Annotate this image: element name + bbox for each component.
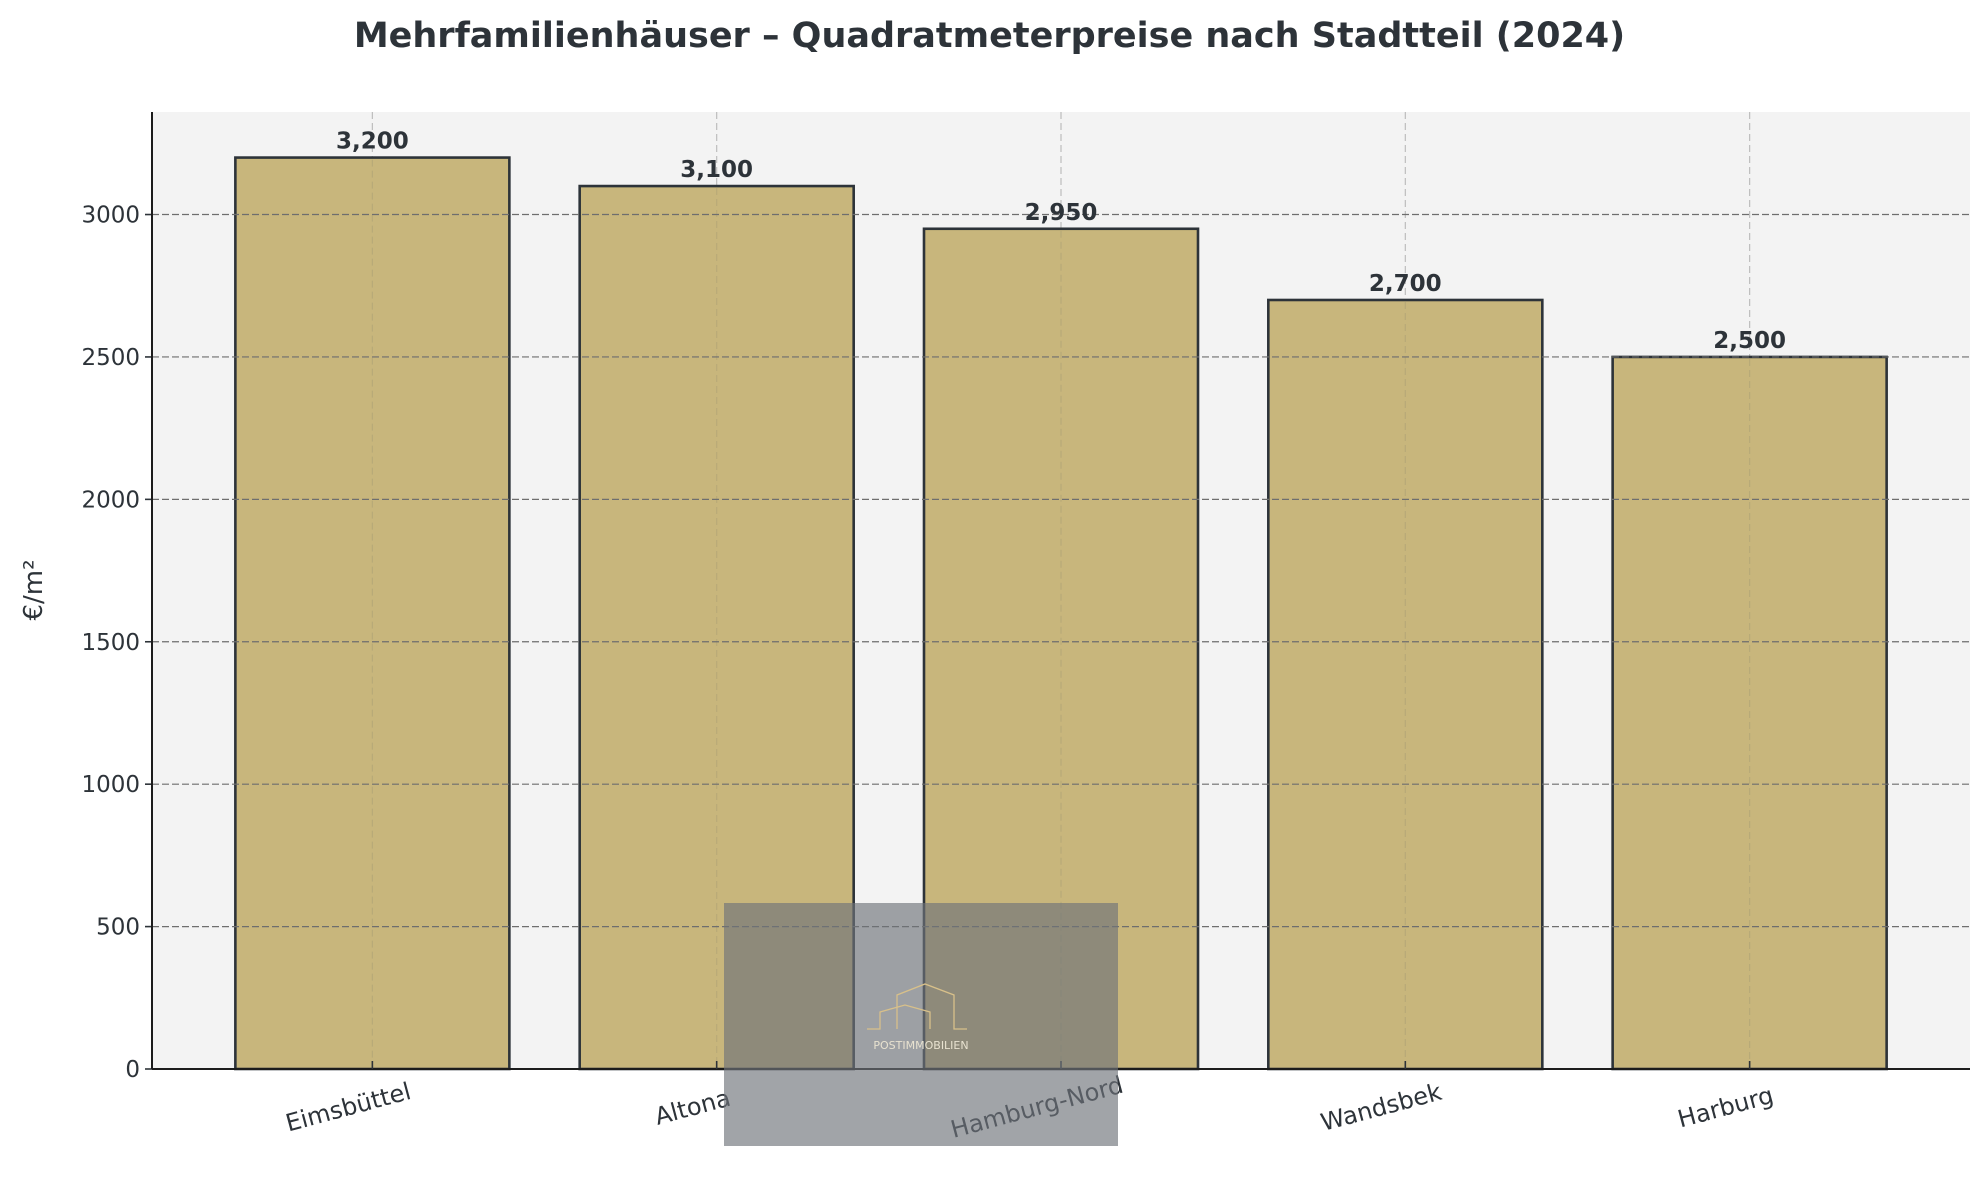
data-label: 2,700 [1369, 271, 1442, 297]
watermark-text: POSTIMMOBILIEN [873, 1039, 968, 1052]
data-label: 3,200 [336, 129, 409, 155]
y-tick-label: 500 [96, 915, 140, 941]
data-label: 3,100 [680, 157, 753, 183]
x-tick-label: Wandsbek [1318, 1078, 1445, 1137]
y-tick-label: 3000 [81, 203, 140, 229]
y-axis-label: €/m² [19, 559, 49, 620]
house-logo-icon [867, 983, 967, 1030]
y-tick-label: 1500 [81, 630, 140, 656]
y-tick-label: 1000 [81, 772, 140, 798]
x-tick-label: Eimsbüttel [283, 1077, 414, 1137]
chart-title: Mehrfamilienhäuser – Quadratmeterpreise … [353, 16, 1626, 56]
x-tick-label: Altona [652, 1084, 734, 1131]
data-label: 2,950 [1025, 200, 1098, 226]
x-tick-label: Harburg [1675, 1081, 1777, 1133]
watermark [724, 903, 1118, 1146]
y-tick-label: 2500 [81, 345, 140, 371]
y-tick-label: 2000 [81, 487, 140, 513]
data-label: 2,500 [1713, 328, 1786, 354]
y-tick-label: 0 [125, 1057, 140, 1083]
